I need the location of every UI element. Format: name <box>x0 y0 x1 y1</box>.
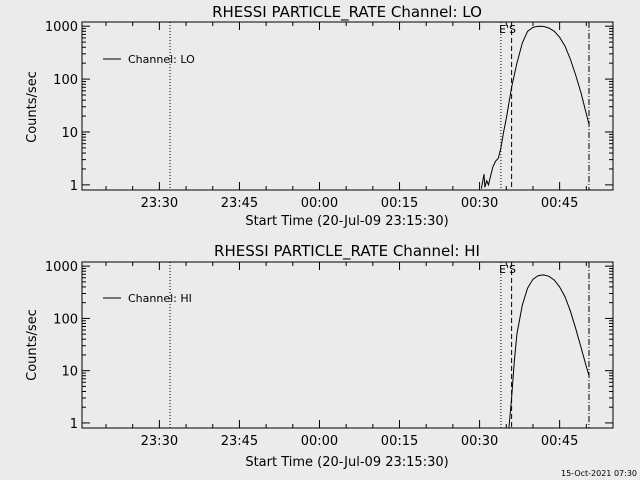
plot-frame <box>81 21 614 191</box>
x-tick-label: 00:45 <box>541 434 578 449</box>
chart-panel-lo: RHESSI PARTICLE_RATE Channel: LO Counts/… <box>25 3 614 229</box>
x-tick-label: 23:30 <box>141 196 178 211</box>
y-tick-label: 100 <box>53 73 78 88</box>
series-line <box>508 274 590 429</box>
y-axis-label: Counts/sec <box>25 71 40 143</box>
x-tick-label: 00:30 <box>461 434 498 449</box>
y-tick-label: 1 <box>70 417 78 432</box>
legend-label: Channel: HI <box>128 292 192 305</box>
x-tick-label: 23:45 <box>221 434 258 449</box>
x-tick-label: 00:30 <box>461 196 498 211</box>
y-tick-label: 1 <box>70 179 78 194</box>
chart-marks: 23:30 23:45 00:00 00:15 00:30 00:45 1 10 100 1000 <box>45 20 614 211</box>
legend-label: Channel: LO <box>128 53 195 66</box>
y-tick-label: 100 <box>53 312 78 327</box>
y-tick-label: 10 <box>61 365 78 380</box>
event-annotation: E'S <box>499 23 516 36</box>
chart-panel-hi: RHESSI PARTICLE_RATE Channel: HI Counts/… <box>25 242 614 470</box>
x-tick-label: 00:00 <box>301 196 338 211</box>
chart-title: RHESSI PARTICLE_RATE Channel: HI <box>214 242 480 261</box>
footer-timestamp: 15-Oct-2021 07:30 <box>561 469 637 478</box>
x-axis-label: Start Time (20-Jul-09 23:15:30) <box>245 455 448 470</box>
series-line <box>480 25 590 189</box>
plot-frame <box>81 261 614 429</box>
x-tick-label: 00:15 <box>381 196 418 211</box>
y-axis-label: Counts/sec <box>25 309 40 381</box>
x-tick-label: 00:45 <box>541 196 578 211</box>
event-annotation: E'S <box>499 263 516 276</box>
y-tick-label: 10 <box>61 126 78 141</box>
y-tick-label: 1000 <box>45 20 78 35</box>
chart-title: RHESSI PARTICLE_RATE Channel: LO <box>212 3 482 22</box>
x-tick-label: 00:00 <box>301 434 338 449</box>
x-tick-label: 23:45 <box>221 196 258 211</box>
x-tick-label: 23:30 <box>141 434 178 449</box>
x-tick-label: 00:15 <box>381 434 418 449</box>
chart-marks: 23:30 23:45 00:00 00:15 00:30 00:45 1 10 100 1000 <box>45 260 614 449</box>
x-axis-label: Start Time (20-Jul-09 23:15:30) <box>245 214 448 229</box>
y-tick-label: 1000 <box>45 260 78 275</box>
